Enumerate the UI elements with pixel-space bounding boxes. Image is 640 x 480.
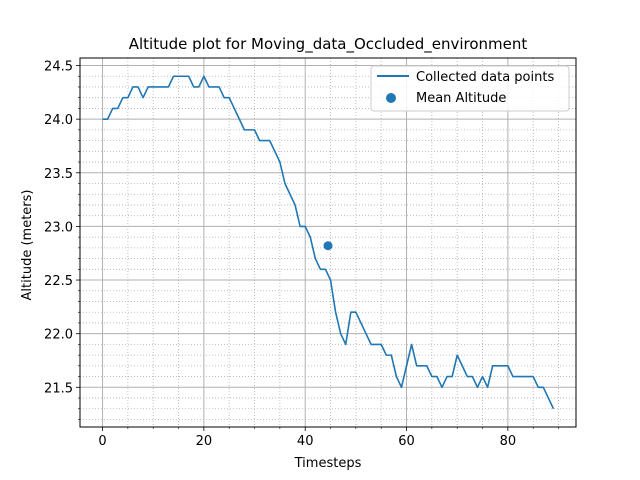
mean-series: [323, 241, 333, 251]
x-tick-label: 20: [196, 434, 213, 449]
y-tick-label: 22.5: [44, 274, 73, 289]
y-tick-label: 23.0: [44, 220, 73, 235]
data-series: [102, 75, 555, 410]
tick-labels: 0 20 40 60 80 21.5 22.0 22.5 23.0 23.5 24.0 24.5: [44, 60, 516, 449]
y-axis-label: Altitude (meters): [20, 190, 35, 301]
axis-ticks: [76, 65, 559, 431]
major-grid: [80, 58, 576, 427]
y-tick-label: 21.5: [44, 381, 73, 396]
y-tick-label: 24.0: [44, 113, 73, 128]
collected-data-line: [102, 75, 555, 410]
axes-frame: [79, 57, 577, 428]
y-tick-label: 23.5: [44, 167, 73, 182]
x-tick-label: 0: [98, 434, 106, 449]
legend-label-mean: Mean Altitude: [416, 91, 506, 106]
x-tick-label: 40: [297, 434, 314, 449]
chart-title: Altitude plot for Moving_data_Occluded_e…: [129, 35, 528, 54]
x-tick-label: 60: [398, 434, 415, 449]
x-tick-label: 80: [500, 434, 517, 449]
x-axis-label: Timesteps: [294, 456, 362, 471]
legend-marker-swatch: [386, 93, 396, 103]
mean-altitude-point: [323, 241, 333, 251]
legend-label-collected: Collected data points: [416, 70, 554, 85]
legend: Collected data points Mean Altitude: [370, 65, 570, 112]
y-tick-label: 22.0: [44, 328, 73, 343]
y-tick-label: 24.5: [44, 60, 73, 75]
legend-box: [370, 65, 570, 112]
